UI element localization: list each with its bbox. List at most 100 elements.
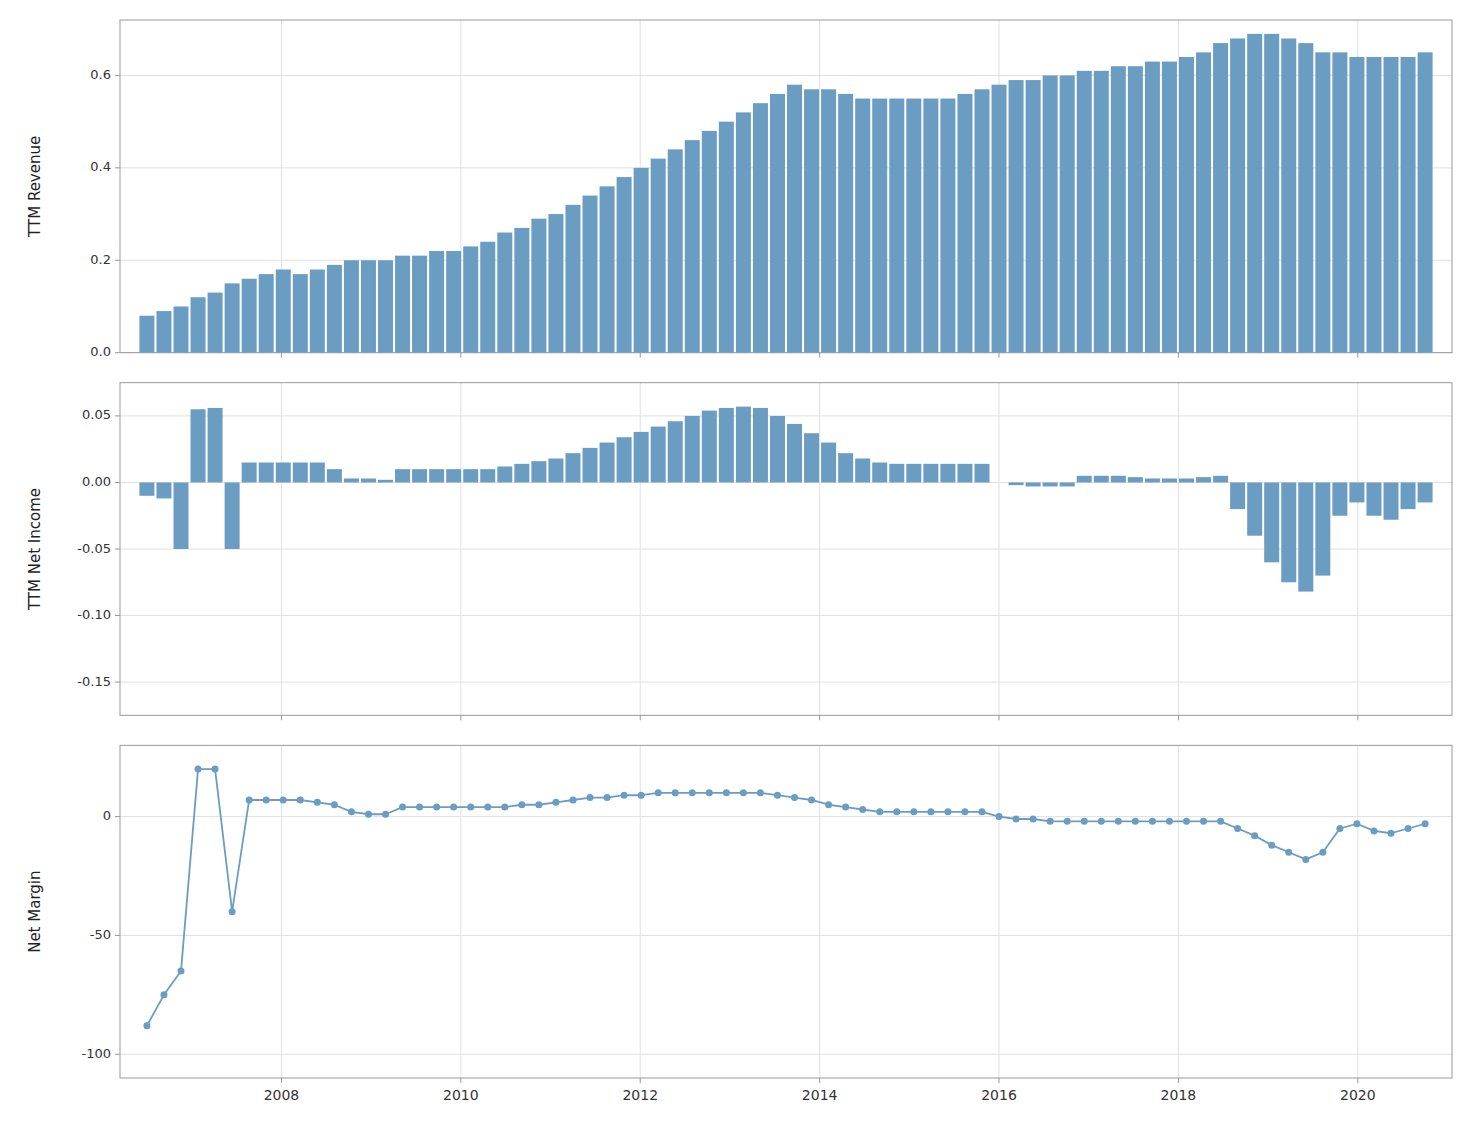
point xyxy=(1388,830,1395,837)
bar xyxy=(276,463,291,483)
bar xyxy=(327,469,342,482)
bar xyxy=(344,260,359,352)
y-tick xyxy=(115,260,120,261)
bar xyxy=(1009,80,1024,353)
point xyxy=(450,804,457,811)
bar xyxy=(565,205,580,353)
y-grid-line xyxy=(120,549,1452,550)
bar xyxy=(719,122,734,353)
point xyxy=(842,804,849,811)
y-grid-line xyxy=(120,816,1452,817)
point xyxy=(774,792,781,799)
bar xyxy=(1162,478,1177,482)
point xyxy=(143,1022,150,1029)
y-axis-label: TTM Net Income xyxy=(26,488,44,611)
bar xyxy=(446,251,461,353)
plot-frame xyxy=(120,20,1452,353)
bar xyxy=(429,469,444,482)
bar xyxy=(1111,66,1126,352)
x-grid-line xyxy=(819,20,820,353)
y-tick xyxy=(115,549,120,550)
point xyxy=(1132,818,1139,825)
bar xyxy=(600,443,615,483)
x-grid-line xyxy=(819,745,820,1078)
bar xyxy=(548,459,563,483)
bar xyxy=(855,459,870,483)
bar xyxy=(259,274,274,353)
x-tick-label: 2008 xyxy=(264,1087,300,1103)
bar xyxy=(1418,52,1433,352)
bar xyxy=(1247,482,1262,535)
point xyxy=(1370,827,1377,834)
bar xyxy=(412,469,427,482)
point xyxy=(484,804,491,811)
bar xyxy=(344,478,359,482)
point xyxy=(535,801,542,808)
x-tick xyxy=(640,1078,641,1083)
point xyxy=(791,794,798,801)
panel: -100-5002008201020122014201620182020Net … xyxy=(26,745,1452,1103)
bar xyxy=(1009,482,1024,485)
bar xyxy=(838,453,853,482)
bar xyxy=(1111,476,1126,483)
y-tick xyxy=(115,615,120,616)
y-tick-label: -0.05 xyxy=(77,541,111,556)
bar xyxy=(753,103,768,353)
point xyxy=(825,801,832,808)
bar xyxy=(906,464,921,483)
bar xyxy=(736,112,751,352)
bar xyxy=(1281,38,1296,352)
bar xyxy=(617,437,632,482)
bar xyxy=(191,409,206,482)
bar xyxy=(531,219,546,353)
point xyxy=(1064,818,1071,825)
bar xyxy=(1332,482,1347,515)
bar xyxy=(1094,71,1109,353)
bar xyxy=(1026,80,1041,353)
bar xyxy=(242,463,257,483)
bar xyxy=(276,270,291,353)
marks xyxy=(139,34,1432,353)
bar xyxy=(378,480,393,483)
y-tick xyxy=(115,816,120,817)
grid xyxy=(120,20,1452,353)
bar xyxy=(1043,482,1058,486)
bar xyxy=(1060,482,1075,486)
bar xyxy=(395,469,410,482)
x-grid-line xyxy=(1178,20,1179,353)
bar xyxy=(889,464,904,483)
point xyxy=(927,808,934,815)
bar xyxy=(156,311,171,353)
point xyxy=(1081,818,1088,825)
point xyxy=(1149,818,1156,825)
bar xyxy=(1077,476,1092,483)
bar xyxy=(583,196,598,353)
bar xyxy=(446,469,461,482)
bar xyxy=(1230,482,1245,509)
bar xyxy=(957,94,972,353)
point xyxy=(1268,842,1275,849)
point xyxy=(433,804,440,811)
point xyxy=(382,811,389,818)
point xyxy=(996,813,1003,820)
x-tick xyxy=(1357,1078,1358,1083)
point xyxy=(1285,849,1292,856)
bar xyxy=(1384,482,1399,519)
y-tick xyxy=(115,482,120,483)
y-tick xyxy=(115,935,120,936)
x-grid-line xyxy=(1357,745,1358,1078)
y-tick-label: 0.00 xyxy=(82,474,111,489)
bar xyxy=(685,416,700,483)
y-tick-label: -100 xyxy=(81,1046,111,1061)
bar xyxy=(1264,482,1279,562)
point xyxy=(978,808,985,815)
bar xyxy=(600,186,615,352)
y-tick xyxy=(115,75,120,76)
bar xyxy=(480,242,495,353)
y-tick xyxy=(115,1054,120,1055)
bar xyxy=(957,464,972,483)
point xyxy=(1098,818,1105,825)
x-tick xyxy=(281,1078,282,1083)
x-grid-line xyxy=(999,745,1000,1078)
y-tick xyxy=(115,167,120,168)
